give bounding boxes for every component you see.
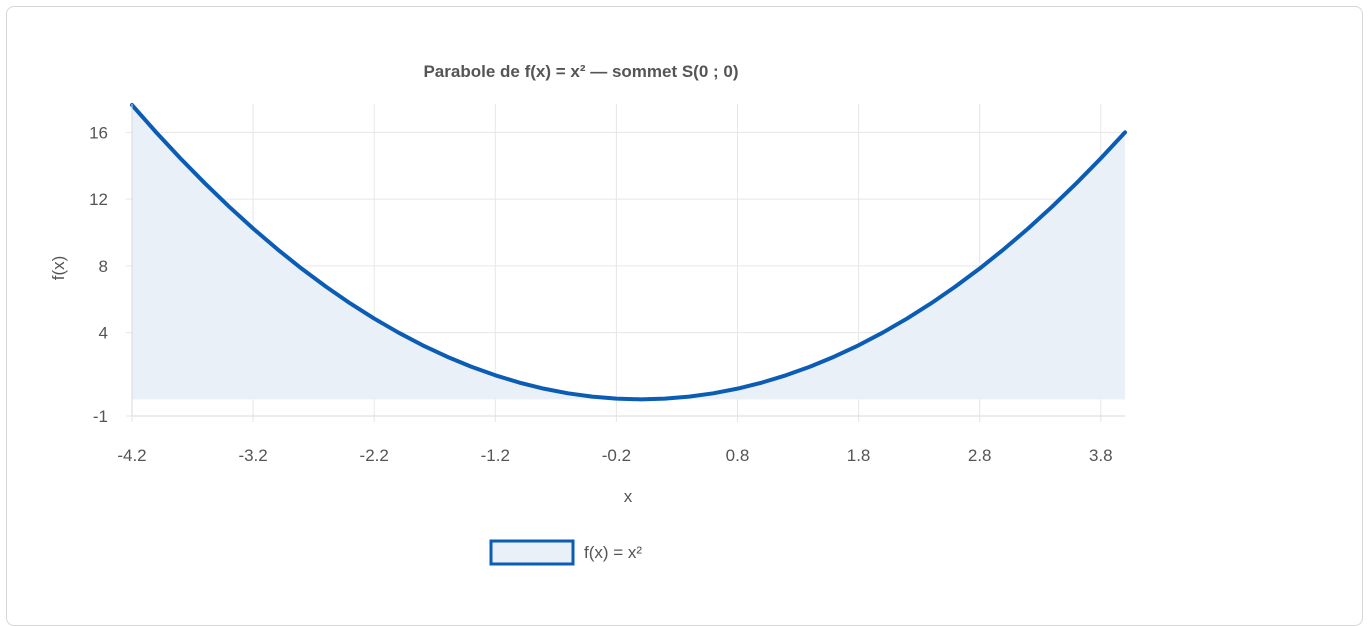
- x-tick-label: -3.2: [238, 446, 267, 465]
- legend-swatch[interactable]: [489, 539, 575, 566]
- x-tick-label: -2.2: [360, 446, 389, 465]
- x-tick-label: 0.8: [726, 446, 750, 465]
- area-layer: [130, 103, 1127, 402]
- x-tick-label: 2.8: [968, 446, 992, 465]
- parabola-chart: Parabole de f(x) = x² — sommet S(0 ; 0) …: [49, 62, 1127, 566]
- x-tick-label: -4.2: [117, 446, 146, 465]
- legend[interactable]: f(x) = x²: [489, 539, 642, 566]
- legend-label[interactable]: f(x) = x²: [584, 543, 642, 562]
- y-tick-label: 4: [99, 324, 108, 343]
- x-axis-label: x: [624, 487, 633, 506]
- y-tick-label: -1: [93, 407, 108, 426]
- y-axis-label: f(x): [49, 256, 68, 281]
- x-tick-label: 3.8: [1089, 446, 1113, 465]
- y-tick-labels: -1 4 8 12 16: [89, 123, 108, 426]
- y-tick-label: 12: [89, 190, 108, 209]
- x-tick-label: -0.2: [602, 446, 631, 465]
- axes: [131, 104, 1125, 417]
- series-line: [130, 103, 1127, 402]
- x-tick-label: 1.8: [847, 446, 871, 465]
- y-tick-label: 8: [99, 257, 108, 276]
- x-tick-labels: -4.2 -3.2 -2.2 -1.2 -0.2 0.8 1.8 2.8 3.8: [117, 446, 1112, 465]
- y-tick-label: 16: [89, 123, 108, 142]
- chart-title: Parabole de f(x) = x² — sommet S(0 ; 0): [423, 62, 738, 81]
- area-fill: [132, 105, 1125, 400]
- x-tick-label: -1.2: [481, 446, 510, 465]
